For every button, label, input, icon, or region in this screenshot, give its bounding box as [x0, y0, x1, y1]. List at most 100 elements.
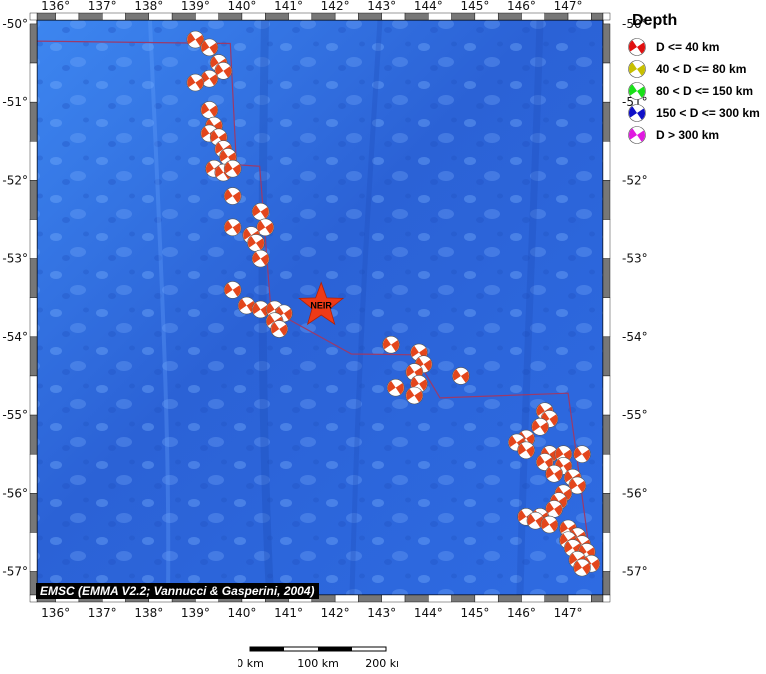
earthquake-event[interactable] — [545, 500, 563, 518]
lon-tick-label: 146° — [507, 606, 536, 620]
lon-tick-label: 144° — [414, 606, 443, 620]
lon-tick-label: 144° — [414, 0, 443, 13]
lat-tick-label: -57° — [2, 565, 28, 579]
legend-beachball — [628, 38, 646, 56]
lon-tick-label: 142° — [321, 0, 350, 13]
lon-tick-label: 145° — [460, 606, 489, 620]
beachball-icon — [628, 104, 646, 122]
earthquake-event[interactable] — [247, 234, 265, 252]
earthquake-event[interactable] — [251, 202, 270, 221]
lon-tick-label: 143° — [367, 606, 396, 620]
earthquake-event[interactable] — [223, 281, 242, 299]
earthquake-event[interactable] — [256, 218, 275, 237]
legend-item: 40 < D <= 80 km — [626, 58, 762, 80]
legend-beachball — [628, 126, 646, 144]
legend-label: D > 300 km — [656, 128, 720, 142]
legend-beachball — [628, 104, 646, 122]
lat-tick-label: -55° — [2, 408, 28, 422]
earthquake-event[interactable] — [223, 159, 242, 178]
earthquake-event[interactable] — [535, 453, 554, 471]
earthquake-event[interactable] — [270, 320, 289, 338]
earthquake-event[interactable] — [573, 558, 591, 577]
scale-bar: 0 km 100 km 200 km — [238, 646, 398, 669]
earthquake-event[interactable] — [186, 73, 205, 92]
map-frame — [29, 12, 611, 603]
lon-tick-label: 143° — [367, 0, 396, 13]
earthquake-event[interactable] — [573, 445, 591, 463]
beachball-icon — [628, 82, 646, 100]
earthquake-events[interactable] — [186, 30, 601, 577]
lon-tick-label: 136° — [41, 0, 70, 13]
earthquake-event[interactable] — [531, 418, 549, 436]
data-credit: EMSC (EMMA V2.2; Vannucci & Gasperini, 2… — [36, 583, 319, 599]
lon-tick-label: 147° — [554, 0, 583, 13]
beachball-icon — [628, 126, 646, 144]
station-label: NEIR — [310, 301, 332, 311]
station-marker[interactable]: NEIR — [298, 281, 345, 326]
legend-label: 80 < D <= 150 km — [656, 84, 754, 98]
earthquake-event[interactable] — [200, 69, 219, 88]
lon-tick-label: 141° — [274, 0, 303, 13]
lon-tick-label: 138° — [134, 606, 163, 620]
lon-tick-label: 147° — [554, 606, 583, 620]
earthquake-event[interactable] — [452, 367, 470, 385]
legend-item: D <= 40 km — [626, 36, 762, 58]
legend-beachball — [628, 82, 646, 100]
earthquake-event[interactable] — [200, 38, 219, 57]
lat-tick-label: -54° — [622, 330, 648, 344]
earthquake-event[interactable] — [223, 218, 242, 237]
lon-tick-label: 136° — [41, 606, 70, 620]
legend-item: D > 300 km — [626, 124, 762, 146]
lat-tick-label: -54° — [2, 330, 28, 344]
lon-tick-label: 139° — [181, 0, 210, 13]
earthquake-event[interactable] — [517, 441, 535, 460]
lat-tick-label: -53° — [2, 252, 28, 266]
lat-tick-label: -52° — [622, 173, 648, 187]
legend-label: D <= 40 km — [656, 40, 720, 54]
legend-label: 150 < D <= 300 km — [656, 106, 760, 120]
legend-item: 150 < D <= 300 km — [626, 102, 762, 124]
earthquake-event[interactable] — [186, 30, 205, 49]
earthquake-event[interactable] — [265, 312, 284, 330]
lat-tick-label: -53° — [622, 252, 648, 266]
lon-tick-label: 146° — [507, 0, 536, 13]
earthquake-event[interactable] — [382, 335, 400, 354]
lat-tick-label: -56° — [622, 486, 648, 500]
lon-tick-label: 142° — [321, 606, 350, 620]
lat-tick-label: -50° — [622, 17, 648, 31]
legend-beachball — [628, 60, 646, 78]
lon-tick-label: 140° — [228, 606, 257, 620]
lon-tick-label: 145° — [460, 0, 489, 13]
beachball-icon — [628, 38, 646, 56]
depth-legend: Depth D <= 40 km 40 < D <= 80 km 80 < D <=… — [626, 12, 762, 146]
earthquake-event[interactable] — [251, 249, 270, 268]
lon-tick-label: 140° — [228, 0, 257, 13]
earthquake-event[interactable] — [568, 476, 587, 495]
lat-tick-label: -57° — [622, 565, 648, 579]
scale-label-200: 200 km — [365, 657, 398, 669]
legend-title: Depth — [632, 12, 678, 29]
lat-tick-label: -56° — [2, 486, 28, 500]
plate-boundary-line — [37, 40, 593, 572]
earthquake-event[interactable] — [405, 386, 424, 405]
earthquake-event[interactable] — [545, 464, 563, 483]
lat-tick-label: -50° — [2, 17, 28, 31]
earthquake-event[interactable] — [214, 62, 233, 80]
scale-label-100: 100 km — [297, 657, 339, 669]
earthquake-event[interactable] — [540, 515, 559, 534]
earthquake-event[interactable] — [223, 187, 242, 205]
scale-label-0: 0 km — [238, 657, 264, 669]
lon-tick-label: 139° — [181, 606, 210, 620]
lat-tick-label: -51° — [2, 95, 28, 109]
legend-item: 80 < D <= 150 km — [626, 80, 762, 102]
lon-tick-label: 137° — [88, 606, 117, 620]
lon-tick-label: 137° — [88, 0, 117, 13]
earthquake-event[interactable] — [200, 101, 219, 119]
lat-tick-label: -52° — [2, 173, 28, 187]
lon-tick-label: 138° — [134, 0, 163, 13]
beachball-icon — [628, 60, 646, 78]
lon-tick-label: 141° — [274, 606, 303, 620]
earthquake-event[interactable] — [386, 378, 405, 397]
